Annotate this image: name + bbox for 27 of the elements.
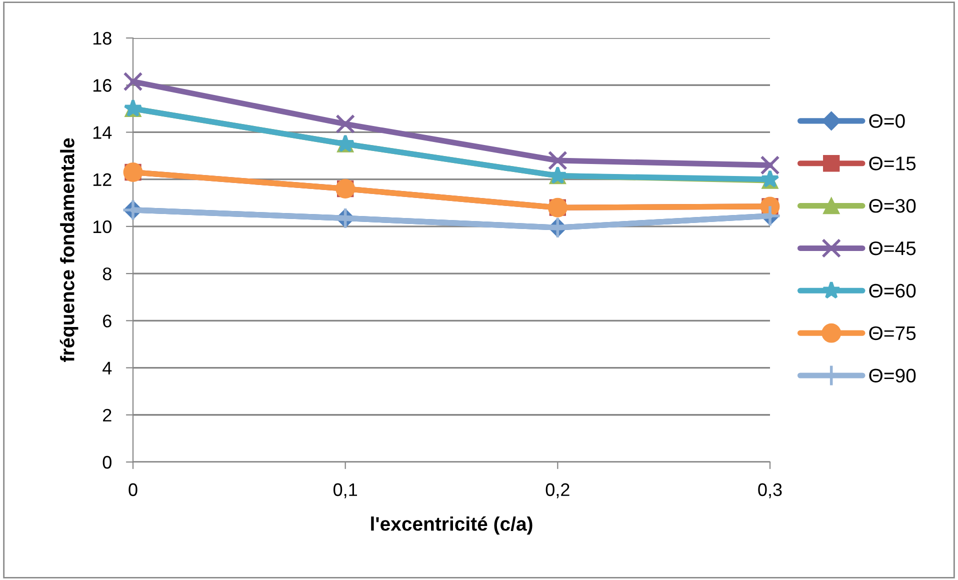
x-tick-label: 0,3	[758, 483, 782, 498]
point	[123, 72, 143, 92]
point	[760, 155, 780, 175]
point	[336, 114, 356, 134]
x-axis-title: l'excentricité (c/a)	[371, 516, 532, 535]
legend-label: Θ=75	[869, 326, 916, 340]
x-tick-label: 0,2	[546, 483, 570, 498]
legend-label: Θ=30	[869, 199, 916, 213]
y-tick-label: 14	[93, 126, 112, 139]
x-tick-label: 0,1	[333, 483, 358, 498]
x-tick-label: 0	[128, 483, 138, 496]
y-tick-label: 6	[103, 314, 112, 328]
y-tick-label: 4	[102, 362, 112, 374]
legend-label: Θ=45	[869, 241, 916, 256]
y-tick-label: 12	[93, 173, 112, 186]
legend-label: Θ=0	[869, 114, 905, 128]
y-tick-label: 0	[102, 456, 112, 469]
y-axis-title: fréquence fondamentale	[60, 138, 78, 362]
y-tick-label: 16	[93, 79, 112, 92]
y-tick-label: 10	[93, 220, 112, 234]
y-tick-label: 2	[103, 408, 112, 422]
legend-label: Θ=60	[869, 284, 916, 298]
point	[548, 150, 568, 170]
y-tick-label: 18	[93, 32, 112, 45]
legend-label: Θ=15	[869, 156, 916, 170]
y-tick-label: 8	[102, 267, 112, 280]
legend-label: Θ=90	[869, 368, 916, 383]
